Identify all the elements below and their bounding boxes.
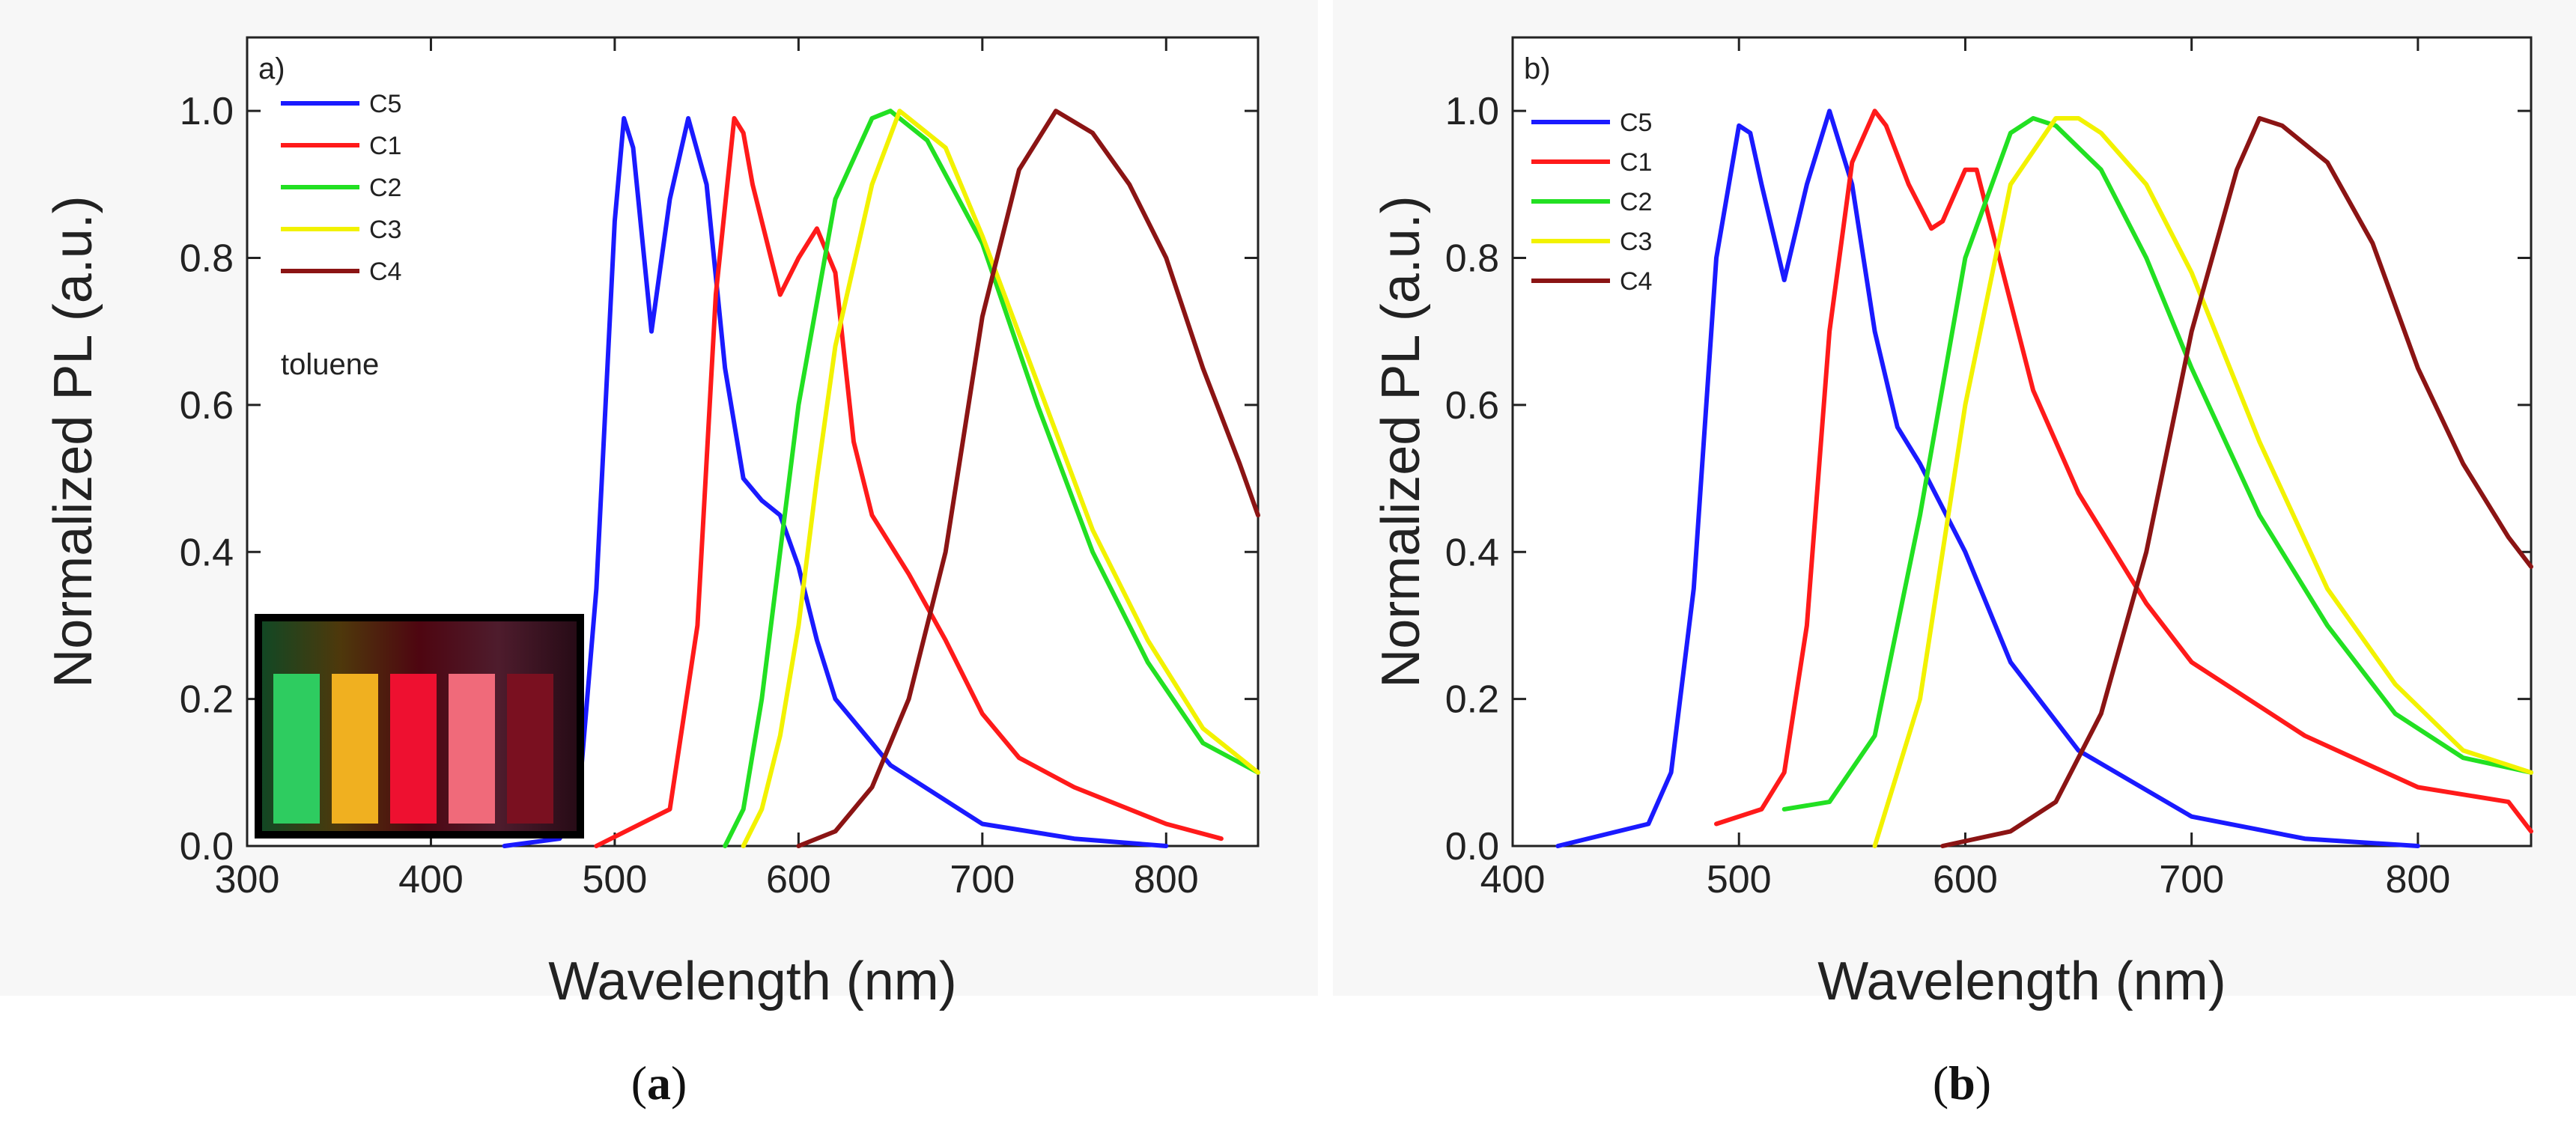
panel-b-x-axis-title: Wavelength (nm) — [1817, 952, 2226, 1011]
panel-b-y-axis-title: Normalized PL (a.u.) — [1371, 195, 1431, 688]
y-tick-label: 0.8 — [180, 237, 234, 281]
x-tick-label: 800 — [2386, 858, 2451, 901]
panel-b-caption-open: ( — [1933, 1056, 1948, 1110]
panel-a-caption-letter: a — [647, 1056, 671, 1110]
panel-b-caption: (b) — [1933, 1056, 1991, 1110]
panel-b-tick-labels: 400 500 600 700 800 0.0 0.2 0.4 0.6 0.8 1.0 — [1445, 90, 2451, 901]
x-tick-label: 400 — [1480, 858, 1546, 901]
series-line-c3 — [741, 109, 1260, 848]
y-tick-label: 1.0 — [180, 90, 234, 133]
cuvette-red — [390, 674, 437, 824]
panel-a-tag: a) — [258, 52, 285, 85]
panel-a-legend: C5 C1 C2 C3 C4 — [281, 90, 401, 286]
series-line-c4 — [1940, 116, 2533, 848]
x-tick-label: 500 — [1707, 858, 1772, 901]
cuvette-dark-red — [507, 674, 553, 824]
y-tick-label: 0.8 — [1445, 237, 1499, 281]
y-tick-label: 0.0 — [180, 825, 234, 868]
y-tick-label: 0.2 — [180, 678, 234, 722]
cuvette-green — [273, 674, 320, 824]
y-tick-label: 0.6 — [180, 384, 234, 427]
series-line-c4 — [796, 109, 1260, 848]
y-tick-label: 0.2 — [1445, 678, 1499, 722]
legend-label-c3: C3 — [1620, 228, 1652, 256]
series-line-c5 — [1555, 109, 2420, 848]
x-tick-label: 800 — [1134, 858, 1199, 901]
panel-a-caption-open: ( — [631, 1056, 647, 1110]
legend-label-c2: C2 — [1620, 188, 1652, 216]
legend-label-c4: C4 — [1620, 267, 1652, 296]
panel-b-caption-letter: b — [1948, 1056, 1975, 1110]
legend-label-c1: C1 — [1620, 148, 1652, 177]
x-tick-label: 700 — [2159, 858, 2224, 901]
x-tick-label: 600 — [766, 858, 831, 901]
series-line-c1 — [1714, 109, 2533, 834]
legend-label-c5: C5 — [369, 90, 401, 118]
panel-a-series — [502, 109, 1260, 848]
y-tick-label: 0.0 — [1445, 825, 1499, 868]
legend-label-c4: C4 — [369, 258, 401, 286]
panel-a-y-axis-title: Normalized PL (a.u.) — [43, 195, 103, 688]
series-line-c2 — [1781, 116, 2533, 812]
panel-a-caption-close: ) — [671, 1056, 687, 1110]
x-tick-label: 600 — [1933, 858, 1998, 901]
series-line-c3 — [1872, 116, 2533, 848]
panel-a-tick-labels: 300 400 500 600 700 800 0.0 0.2 0.4 0.6 0.8 1.0 — [180, 90, 1199, 901]
x-tick-label: 400 — [398, 858, 464, 901]
series-line-c2 — [723, 109, 1260, 848]
y-tick-label: 0.4 — [1445, 531, 1499, 574]
panel-b-axes-frame — [1511, 36, 2533, 847]
panel-a-x-axis-title: Wavelength (nm) — [548, 952, 957, 1011]
panel-b-series — [1555, 109, 2533, 848]
cuvette-pink — [449, 674, 495, 824]
x-tick-label: 300 — [215, 858, 280, 901]
panel-b-caption-close: ) — [1975, 1056, 1991, 1110]
y-tick-label: 1.0 — [1445, 90, 1499, 133]
panel-b-legend: C5 C1 C2 C3 C4 — [1531, 109, 1652, 296]
cuvette-yellow — [332, 674, 378, 824]
panel-a-annotation: toluene — [281, 348, 379, 381]
panel-b-tag: b) — [1524, 52, 1551, 85]
x-tick-label: 700 — [950, 858, 1015, 901]
legend-label-c5: C5 — [1620, 109, 1652, 137]
legend-label-c1: C1 — [369, 132, 401, 160]
legend-label-c2: C2 — [369, 174, 401, 202]
y-tick-label: 0.6 — [1445, 384, 1499, 427]
x-tick-label: 500 — [583, 858, 648, 901]
legend-label-c3: C3 — [369, 216, 401, 244]
cuvette-inset-photo — [255, 614, 584, 839]
y-tick-label: 0.4 — [180, 531, 234, 574]
panel-a-caption: (a) — [631, 1056, 687, 1110]
